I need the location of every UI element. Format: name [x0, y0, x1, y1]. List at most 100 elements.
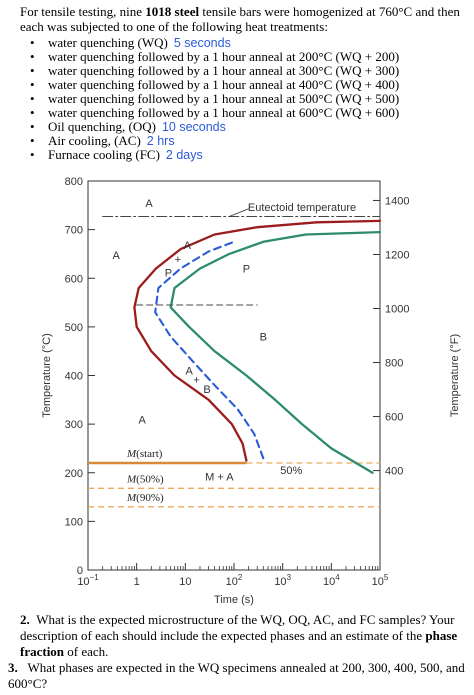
- bullet-dot: •: [30, 147, 35, 162]
- question-2-text-start: What is the expected microstructure of t…: [20, 612, 455, 643]
- handwritten-time-note: 2 hrs: [146, 134, 175, 148]
- x-tick-base: 10: [77, 576, 89, 588]
- ttt-diagram: 0100200300400500600700800400600800100012…: [41, 176, 461, 606]
- x-tick-base: 10: [323, 576, 335, 588]
- y-axis-label-left: Temperature (°C): [41, 333, 53, 417]
- x-tick-label: 105: [372, 573, 389, 588]
- curve-start: [133, 219, 382, 462]
- question-2-bold: phase fraction: [20, 628, 458, 659]
- phase-label: +: [193, 374, 199, 386]
- treatment-item: • water quenching (WQ) 5 seconds: [20, 35, 399, 51]
- y-right-tick-label: 600: [385, 412, 403, 424]
- x-tick-exponent: 4: [335, 573, 340, 582]
- x-tick-base: 10: [179, 576, 191, 588]
- phase-label: A: [145, 198, 153, 210]
- treatment-item: • Oil quenching, (OQ) 10 seconds: [20, 119, 399, 135]
- handwritten-time-note: 2 days: [165, 148, 203, 162]
- y-left-tick-label: 500: [65, 322, 83, 334]
- treatment-text: Oil quenching, (OQ): [48, 119, 156, 134]
- x-tick-label: 102: [226, 573, 243, 588]
- phase-label: B: [203, 384, 210, 396]
- phase-label: A: [184, 240, 192, 252]
- y-left-tick-label: 0: [77, 565, 83, 577]
- y-left-tick-label: 600: [65, 273, 83, 285]
- treatment-item: • Furnace cooling (FC) 2 days: [20, 147, 399, 163]
- x-tick-base: 10: [372, 576, 384, 588]
- bullet-dot: •: [30, 91, 35, 106]
- x-tick-label: 1: [134, 576, 140, 588]
- question-3-number: 3.: [8, 660, 18, 675]
- x-tick-label: 10−1: [77, 573, 99, 588]
- phase-label: B: [260, 332, 267, 344]
- question-3: 3. What phases are expected in the WQ sp…: [8, 660, 468, 692]
- x-tick-exponent: 2: [238, 573, 243, 582]
- intro-bold-material: 1018 steel: [145, 4, 200, 19]
- treatment-text: water quenching followed by a 1 hour ann…: [48, 49, 400, 64]
- y-left-tick-label: 200: [65, 468, 83, 480]
- x-tick-exponent: 3: [287, 573, 292, 582]
- question-3-text: What phases are expected in the WQ speci…: [8, 660, 465, 691]
- phase-label: A: [113, 250, 121, 262]
- treatment-text: Air cooling, (AC): [48, 133, 141, 148]
- treatment-item: • water quenching followed by a 1 hour an…: [20, 78, 399, 92]
- handwritten-time-note: 10 seconds: [161, 120, 226, 134]
- eutectoid-leader: [229, 208, 249, 217]
- phase-label: A: [139, 414, 147, 426]
- y-right-tick-label: 400: [385, 466, 403, 478]
- y-left-tick-label: 300: [65, 419, 83, 431]
- x-tick-base: 10: [274, 576, 286, 588]
- bullet-dot: •: [30, 63, 35, 78]
- treatment-item: • Air cooling, (AC) 2 hrs: [20, 133, 399, 149]
- phase-label: M + A: [205, 472, 234, 484]
- ms-letter: M: [126, 448, 137, 460]
- x-tick-exponent: 5: [384, 573, 389, 582]
- bullet-dot: •: [30, 77, 35, 92]
- treatment-item: • water quenching followed by a 1 hour an…: [20, 106, 399, 120]
- ms-suffix: (start): [136, 448, 163, 460]
- x-tick-label: 104: [323, 573, 340, 588]
- curve-finish: [169, 230, 382, 474]
- phase-label: A: [186, 366, 194, 378]
- handwritten-time-note: 5 seconds: [173, 36, 231, 50]
- question-2: 2. What is the expected microstructure o…: [20, 612, 465, 660]
- ms-label: M(90%): [126, 492, 164, 504]
- ms-suffix: (90%): [136, 492, 164, 504]
- x-tick-base: 1: [134, 576, 140, 588]
- y-right-tick-label: 1000: [385, 303, 409, 315]
- treatment-item: • water quenching followed by a 1 hour an…: [20, 50, 399, 64]
- x-tick-exponent: −1: [90, 573, 100, 582]
- bullet-dot: •: [30, 35, 35, 50]
- phase-label: Eutectoid temperature: [248, 202, 356, 214]
- treatment-item: • water quenching followed by a 1 hour an…: [20, 92, 399, 106]
- y-axis-label-right: Temperature (°F): [449, 334, 461, 417]
- bullet-dot: •: [30, 49, 35, 64]
- treatment-text: water quenching followed by a 1 hour ann…: [48, 77, 400, 92]
- intro-paragraph: For tensile testing, nine 1018 steel ten…: [20, 4, 465, 34]
- plot-frame: [87, 180, 381, 571]
- treatment-text: water quenching (WQ): [48, 35, 168, 50]
- x-tick-label: 103: [274, 573, 291, 588]
- phase-label: 50%: [280, 465, 302, 477]
- treatment-text: water quenching followed by a 1 hour ann…: [48, 91, 400, 106]
- ms-suffix: (50%): [136, 473, 164, 485]
- intro-text-end: tensile bars were homogenized at 760°C a…: [20, 4, 460, 34]
- treatment-text: water quenching followed by a 1 hour ann…: [48, 105, 400, 120]
- phase-label: P: [165, 267, 172, 279]
- question-2-text-end: of each.: [64, 644, 109, 659]
- x-tick-label: 10: [179, 576, 191, 588]
- y-left-tick-label: 800: [65, 176, 83, 188]
- ms-label: M(start): [126, 448, 163, 460]
- question-2-number: 2.: [20, 612, 30, 627]
- bullet-dot: •: [30, 119, 35, 134]
- y-left-tick-label: 100: [65, 516, 83, 528]
- treatment-text: water quenching followed by a 1 hour ann…: [48, 63, 400, 78]
- ms-label: M(50%): [126, 473, 164, 485]
- bullet-dot: •: [30, 105, 35, 120]
- x-tick-base: 10: [226, 576, 238, 588]
- phase-label: P: [243, 264, 250, 276]
- phase-label: +: [175, 254, 181, 266]
- y-right-tick-label: 1400: [385, 195, 409, 207]
- y-right-tick-label: 800: [385, 358, 403, 370]
- y-right-tick-label: 1200: [385, 249, 409, 261]
- x-axis-label: Time (s): [214, 594, 254, 606]
